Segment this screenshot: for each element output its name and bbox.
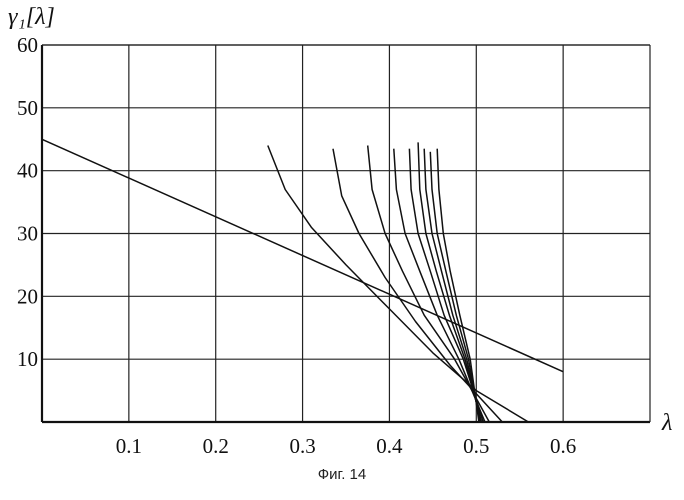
x-tick-label-0.5: 0.5 [463, 434, 489, 458]
y-tick-label-20: 20 [17, 284, 38, 308]
x-tick-label-0.4: 0.4 [376, 434, 403, 458]
y-tick-label-50: 50 [17, 96, 38, 120]
series-curve-8 [430, 152, 480, 422]
tick-labels: 0.1 0.2 0.3 0.4 0.5 0.6 10 20 30 40 50 60 [17, 33, 576, 458]
y-axis-label: γ₁[λ] [8, 4, 55, 30]
x-tick-label-0.3: 0.3 [289, 434, 315, 458]
y-tick-label-30: 30 [17, 222, 38, 246]
x-axis-label: λ [661, 410, 672, 436]
y-tick-label-40: 40 [17, 159, 38, 183]
x-tick-label-0.1: 0.1 [116, 434, 142, 458]
figure-caption: Фиг. 14 [0, 466, 684, 483]
chart: 0.1 0.2 0.3 0.4 0.5 0.6 10 20 30 40 50 60 γ₁[λ] λ [0, 0, 684, 465]
y-tick-label-60: 60 [17, 33, 38, 57]
x-tick-label-0.2: 0.2 [203, 434, 229, 458]
x-tick-label-0.6: 0.6 [550, 434, 576, 458]
y-tick-label-10: 10 [17, 347, 38, 371]
series-curve-1 [268, 146, 529, 423]
grid [42, 45, 650, 422]
series-curve-2 [333, 149, 502, 422]
series-curve-9 [437, 149, 479, 422]
